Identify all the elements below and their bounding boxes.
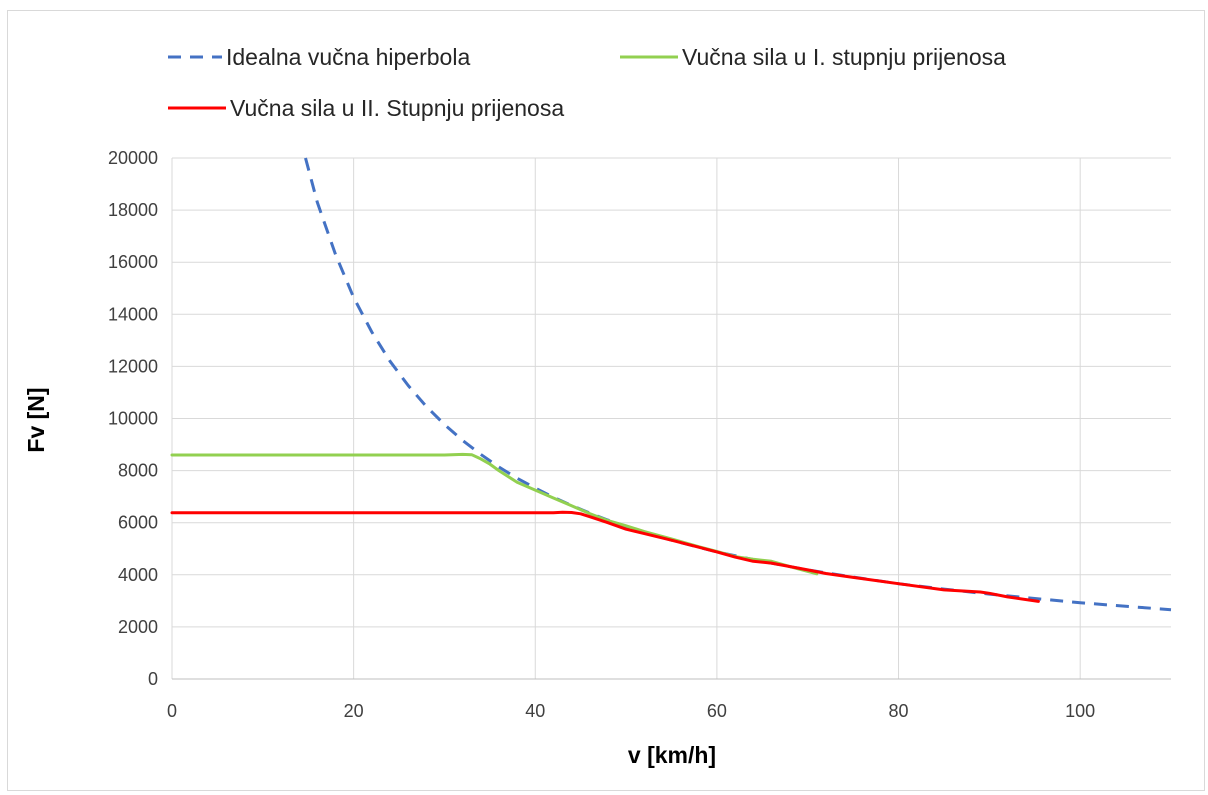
legend-label-2: Vučna sila u I. stupnju prijenosa	[682, 44, 1006, 70]
y-tick-label: 6000	[118, 513, 158, 533]
y-tick-label: 16000	[108, 252, 158, 272]
gridlines	[171, 157, 1171, 680]
x-tick-label: 40	[525, 701, 545, 721]
y-axis-title: Fv [N]	[23, 387, 49, 452]
legend: Idealna vučna hiperbola Vučna sila u I. s…	[168, 44, 1006, 121]
series-line-1	[304, 157, 1172, 612]
chart-frame	[7, 10, 1205, 791]
y-tick-label: 14000	[108, 304, 158, 324]
x-tick-label: 100	[1065, 701, 1095, 721]
y-tick-labels: 0 2000 4000 6000 8000 10000 12000 14000 16000 180…	[108, 148, 158, 689]
legend-label-1: Idealna vučna hiperbola	[226, 44, 470, 70]
x-tick-labels: 0 20 40 60 80 100	[167, 701, 1095, 721]
y-tick-label: 18000	[108, 200, 158, 220]
legend-label-3: Vučna sila u II. Stupnju prijenosa	[230, 95, 564, 121]
x-tick-label: 0	[167, 701, 177, 721]
series-line-3	[170, 510, 1040, 603]
x-tick-label: 60	[707, 701, 727, 721]
y-tick-label: 2000	[118, 617, 158, 637]
y-tick-label: 12000	[108, 356, 158, 376]
y-tick-label: 4000	[118, 565, 158, 585]
series-lines	[170, 157, 1172, 612]
y-tick-label: 10000	[108, 409, 158, 429]
y-tick-label: 8000	[118, 461, 158, 481]
x-tick-label: 80	[889, 701, 909, 721]
x-tick-label: 20	[344, 701, 364, 721]
x-axis-title: v [km/h]	[628, 742, 716, 768]
y-tick-label: 0	[148, 669, 158, 689]
y-tick-label: 20000	[108, 148, 158, 168]
